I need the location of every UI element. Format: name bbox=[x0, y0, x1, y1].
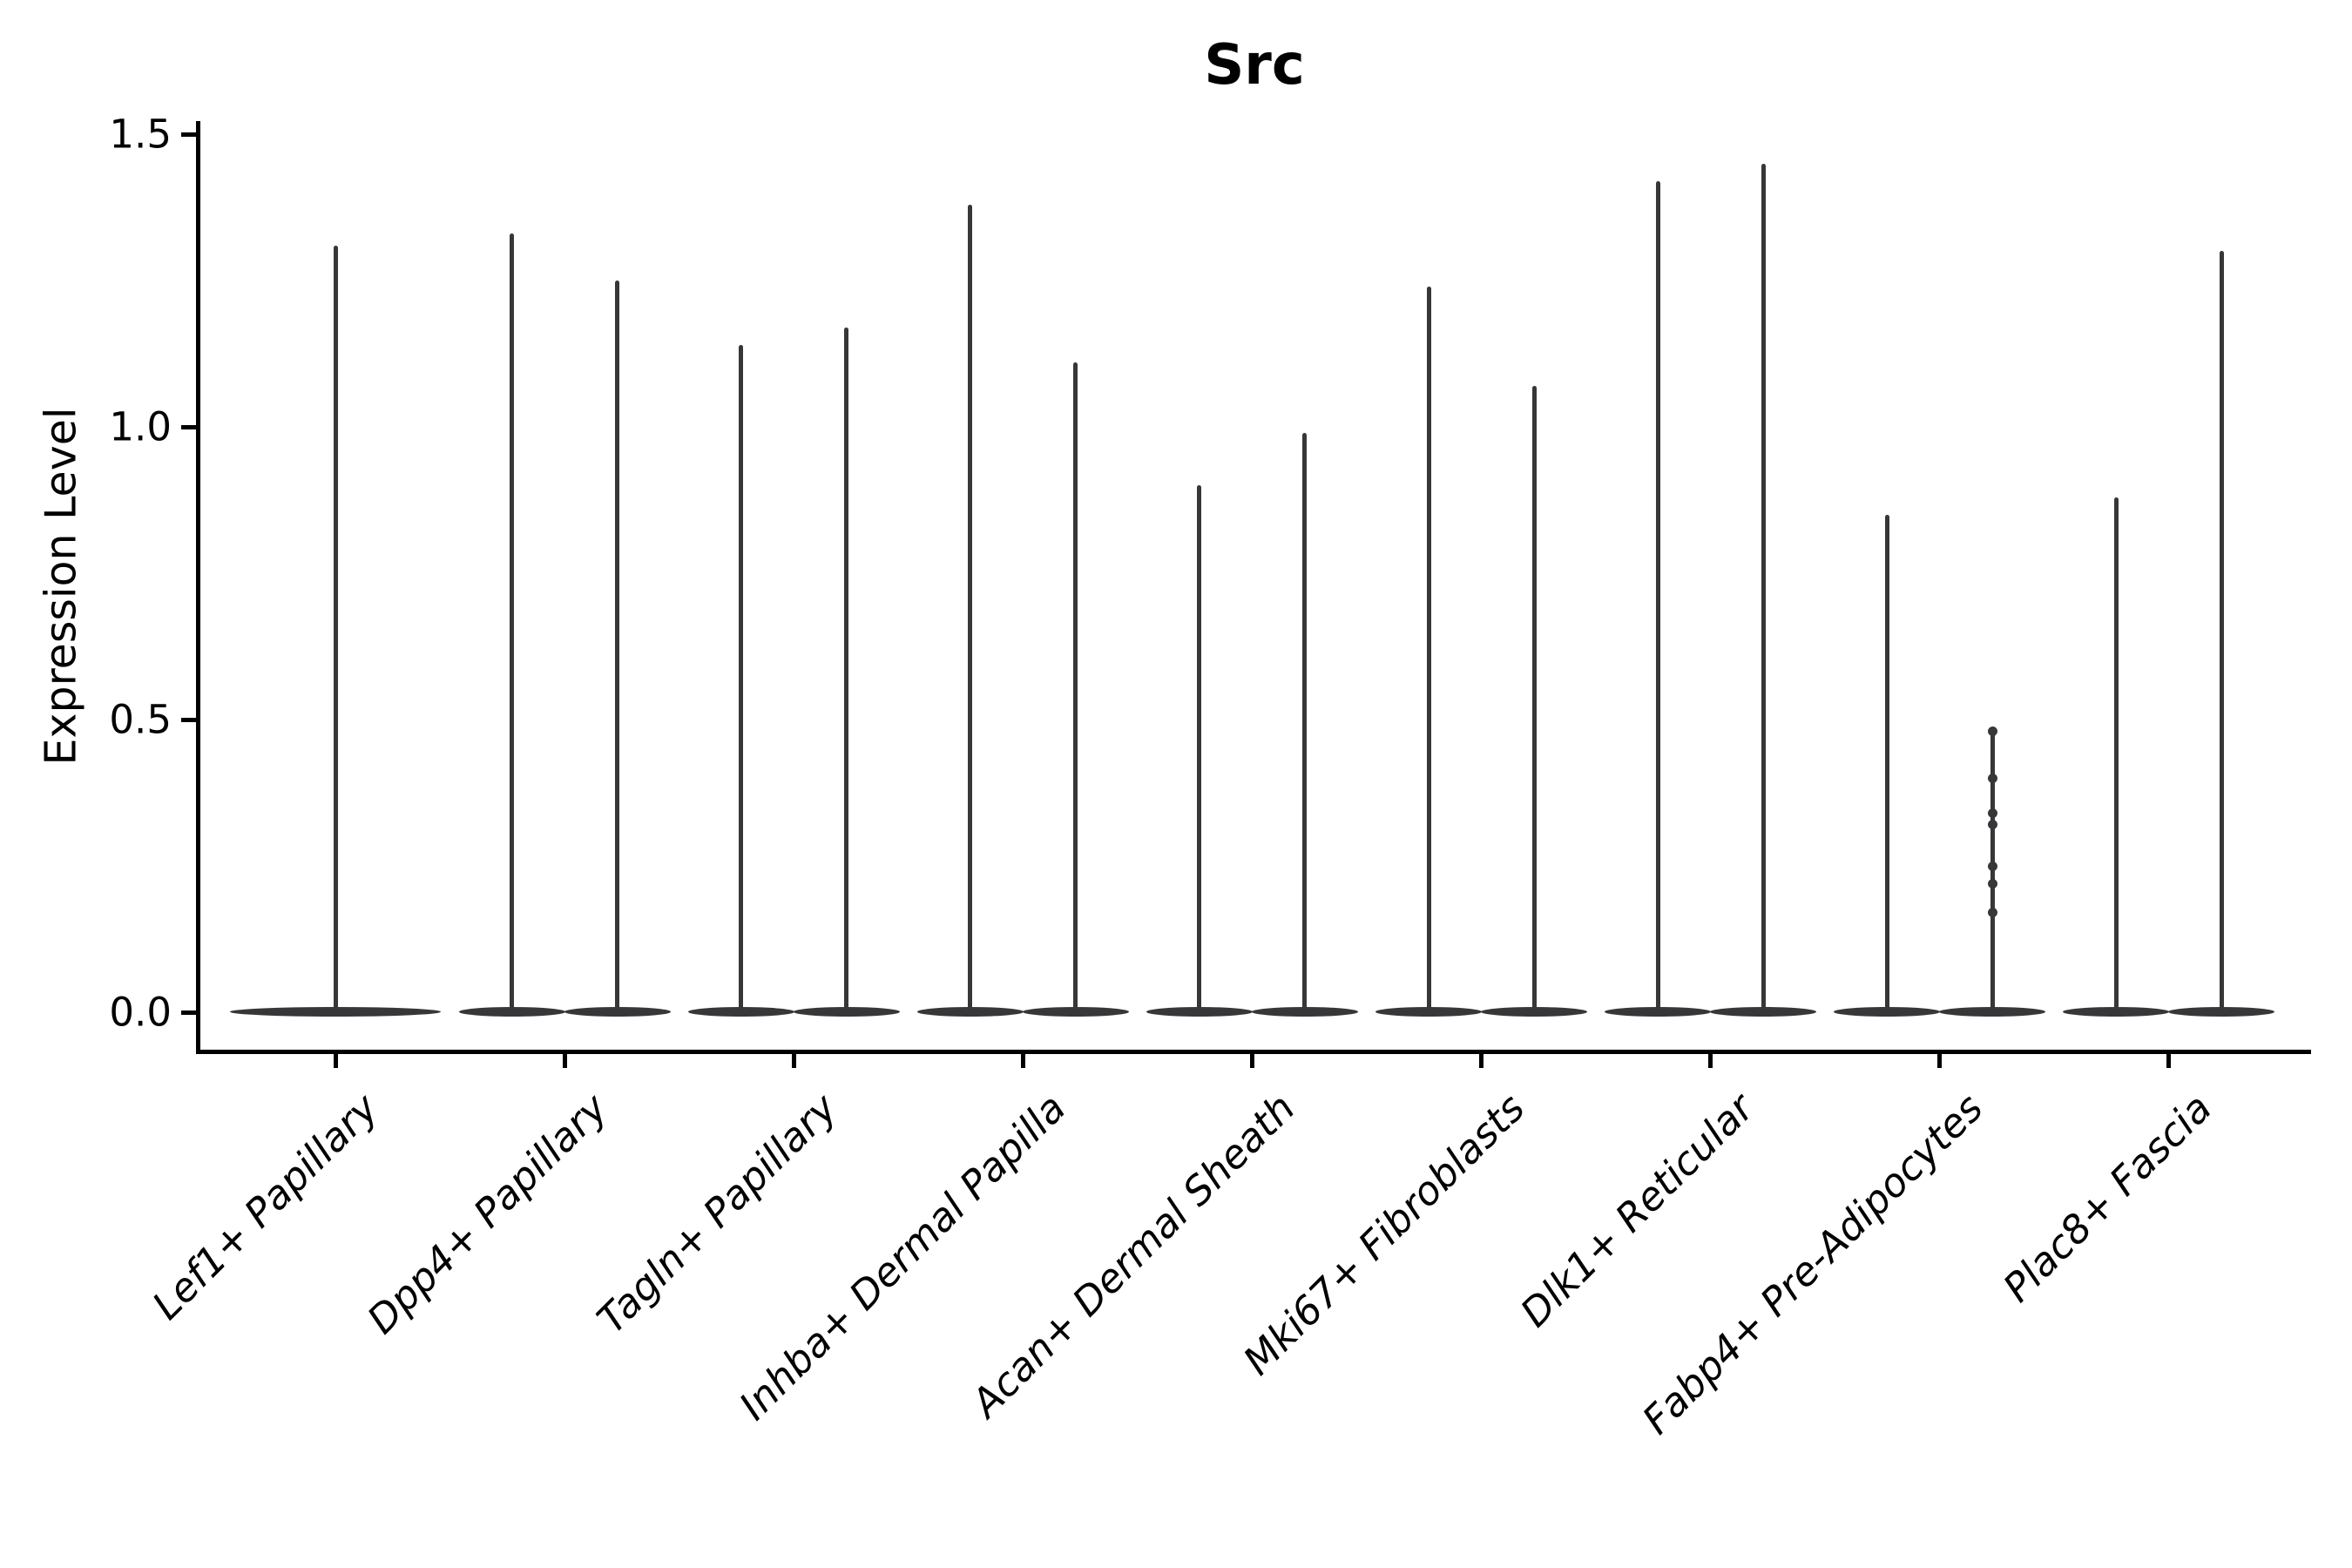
y-tick bbox=[181, 1010, 196, 1015]
violin-spike bbox=[968, 204, 973, 1014]
violin-spike bbox=[1073, 362, 1078, 1014]
violin-spike bbox=[333, 245, 338, 1014]
violin-spike bbox=[2219, 251, 2224, 1014]
x-tick bbox=[2166, 1054, 2172, 1068]
x-tick-label: Lef1+ Papillary bbox=[143, 1085, 388, 1328]
x-tick bbox=[562, 1054, 567, 1068]
violin-spike bbox=[510, 233, 515, 1014]
x-tick bbox=[333, 1054, 338, 1068]
y-tick-label: 0.0 bbox=[109, 989, 172, 1036]
data-point-dot bbox=[1987, 820, 1997, 830]
violin-spike bbox=[1531, 385, 1537, 1014]
x-tick bbox=[791, 1054, 796, 1068]
x-tick bbox=[1708, 1054, 1713, 1068]
violin-spike bbox=[1884, 514, 1889, 1014]
data-point-dot bbox=[1987, 878, 1997, 889]
x-tick-label: Dlk1+ Reticular bbox=[1511, 1085, 1763, 1336]
violin-spike bbox=[844, 327, 849, 1014]
y-tick-label: 0.5 bbox=[109, 696, 172, 743]
plot-title: Src bbox=[1204, 33, 1305, 98]
x-tick bbox=[1937, 1054, 1943, 1068]
data-point-dot bbox=[1987, 861, 1997, 871]
y-tick bbox=[181, 424, 196, 429]
violin-spike bbox=[1302, 432, 1308, 1014]
data-point-dot bbox=[1987, 773, 1997, 783]
y-tick-label: 1.5 bbox=[109, 111, 172, 158]
data-point-dot bbox=[1987, 726, 1997, 736]
y-tick bbox=[181, 132, 196, 137]
x-tick-label: Tagln+ Papillary bbox=[587, 1085, 846, 1343]
x-tick bbox=[1020, 1054, 1025, 1068]
x-tick bbox=[1249, 1054, 1254, 1068]
x-tick-label: Dpp4+ Papillary bbox=[358, 1085, 617, 1343]
y-axis-label: Expression Level bbox=[36, 407, 86, 766]
violin-spike bbox=[1990, 731, 1995, 1014]
violin-spike bbox=[1197, 485, 1202, 1014]
violin-spike bbox=[739, 344, 744, 1014]
left-spine bbox=[196, 121, 200, 1054]
violin-spike bbox=[1655, 180, 1660, 1014]
data-point-dot bbox=[1987, 908, 1997, 918]
violin-spike bbox=[1761, 163, 1766, 1014]
x-tick-label: Plac8+ Fascia bbox=[1994, 1085, 2221, 1311]
violin-spike bbox=[615, 280, 620, 1014]
violin-spike bbox=[1426, 286, 1431, 1014]
y-tick bbox=[181, 717, 196, 722]
bottom-spine bbox=[196, 1050, 2311, 1054]
violin-spike bbox=[2113, 497, 2119, 1014]
y-tick-label: 1.0 bbox=[109, 403, 172, 450]
x-tick bbox=[1479, 1054, 1484, 1068]
data-point-dot bbox=[1987, 808, 1997, 819]
